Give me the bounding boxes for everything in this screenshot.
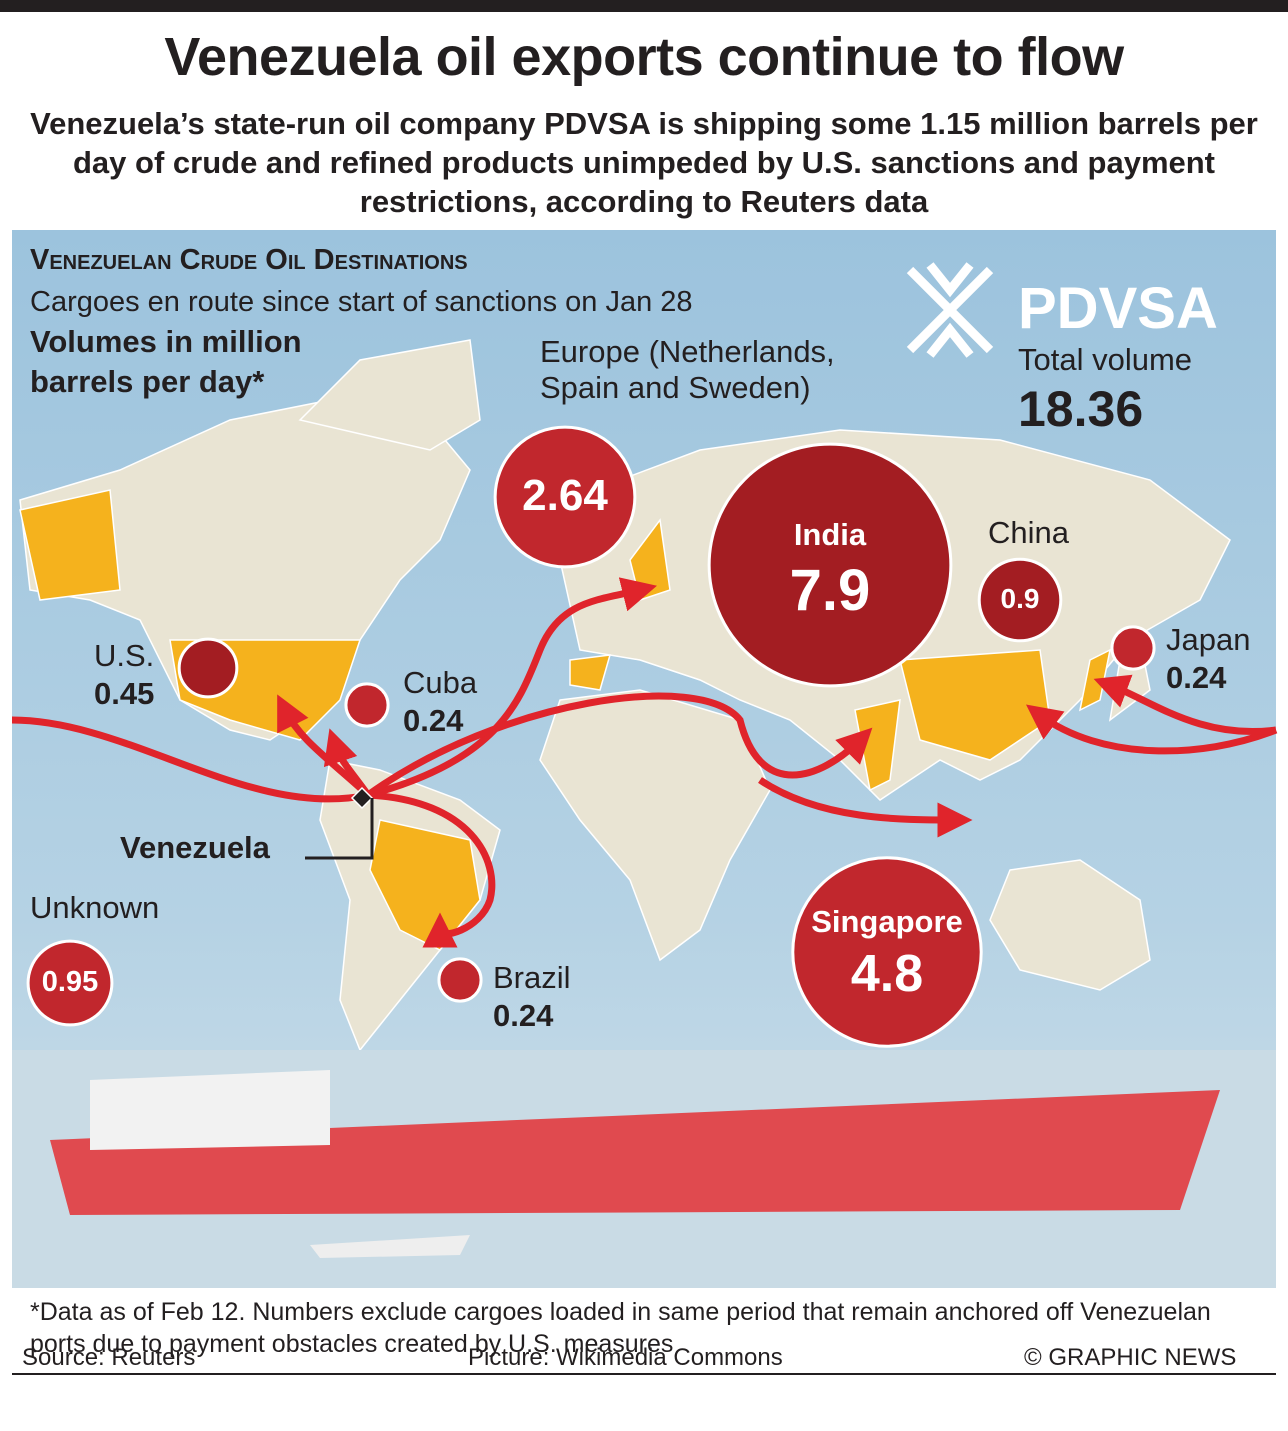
boat (310, 1235, 470, 1258)
destination-value: 0.24 (1166, 660, 1227, 695)
destination-name: Unknown (30, 890, 160, 925)
pdvsa-logo-text: PDVSA (1018, 276, 1218, 341)
destination-name: India (793, 517, 867, 552)
subtitle: Venezuela’s state-run oil company PDVSA … (30, 106, 1258, 219)
destination-value: 4.8 (850, 945, 924, 1003)
bubble (1110, 625, 1156, 671)
destination-name: Europe (Netherlands, Spain and Sweden) (540, 334, 835, 405)
picture-credit: Picture: Wikimedia Commons (468, 1344, 783, 1371)
destination-countries (19, 489, 1112, 951)
destination-value: 0.95 (41, 965, 99, 998)
bubble (344, 682, 390, 728)
destination-value: 0.24 (493, 998, 554, 1033)
total-value: 18.36 (1018, 381, 1144, 437)
destination-value: 0.24 (403, 703, 464, 738)
footnote: *Data as of Feb 12. Numbers exclude carg… (30, 1298, 1211, 1358)
copyright: © GRAPHIC NEWS (1024, 1344, 1237, 1371)
bubble (493, 425, 637, 569)
bubble (177, 637, 239, 699)
pdvsa-logo-icon (906, 262, 994, 358)
bubble (26, 939, 114, 1027)
title: Venezuela oil exports continue to flow (164, 27, 1124, 87)
destination-name: Cuba (403, 665, 478, 700)
units-note: Volumes in million barrels per day* (30, 324, 302, 399)
source: Source: Reuters (22, 1344, 196, 1371)
venezuela-leader (305, 798, 374, 860)
map-heading: Venezuelan Crude Oil Destinations (30, 244, 468, 276)
destination-value: 0.45 (94, 676, 155, 711)
destination-name: U.S. (94, 638, 155, 673)
destination-name: China (988, 515, 1069, 550)
destination-value: 0.9 (1000, 583, 1040, 615)
map-note: Cargoes en route since start of sanction… (30, 286, 693, 318)
destination-value: 7.9 (789, 558, 871, 623)
destination-name: Brazil (493, 960, 571, 995)
tanker-bridge (90, 1070, 330, 1150)
destination-value: 2.64 (522, 470, 608, 520)
top-bar (0, 0, 1288, 12)
total-label: Total volume (1018, 342, 1193, 377)
destination-name: Japan (1166, 622, 1251, 657)
destination-name: Singapore (811, 904, 963, 939)
bubble (437, 957, 483, 1003)
venezuela-marker (350, 786, 374, 810)
bubble (791, 856, 983, 1048)
bubble (707, 442, 953, 688)
origin-label: Venezuela (120, 830, 270, 865)
routes (11, 577, 1278, 948)
tanker-hull (50, 1090, 1220, 1215)
bubble (977, 557, 1063, 643)
